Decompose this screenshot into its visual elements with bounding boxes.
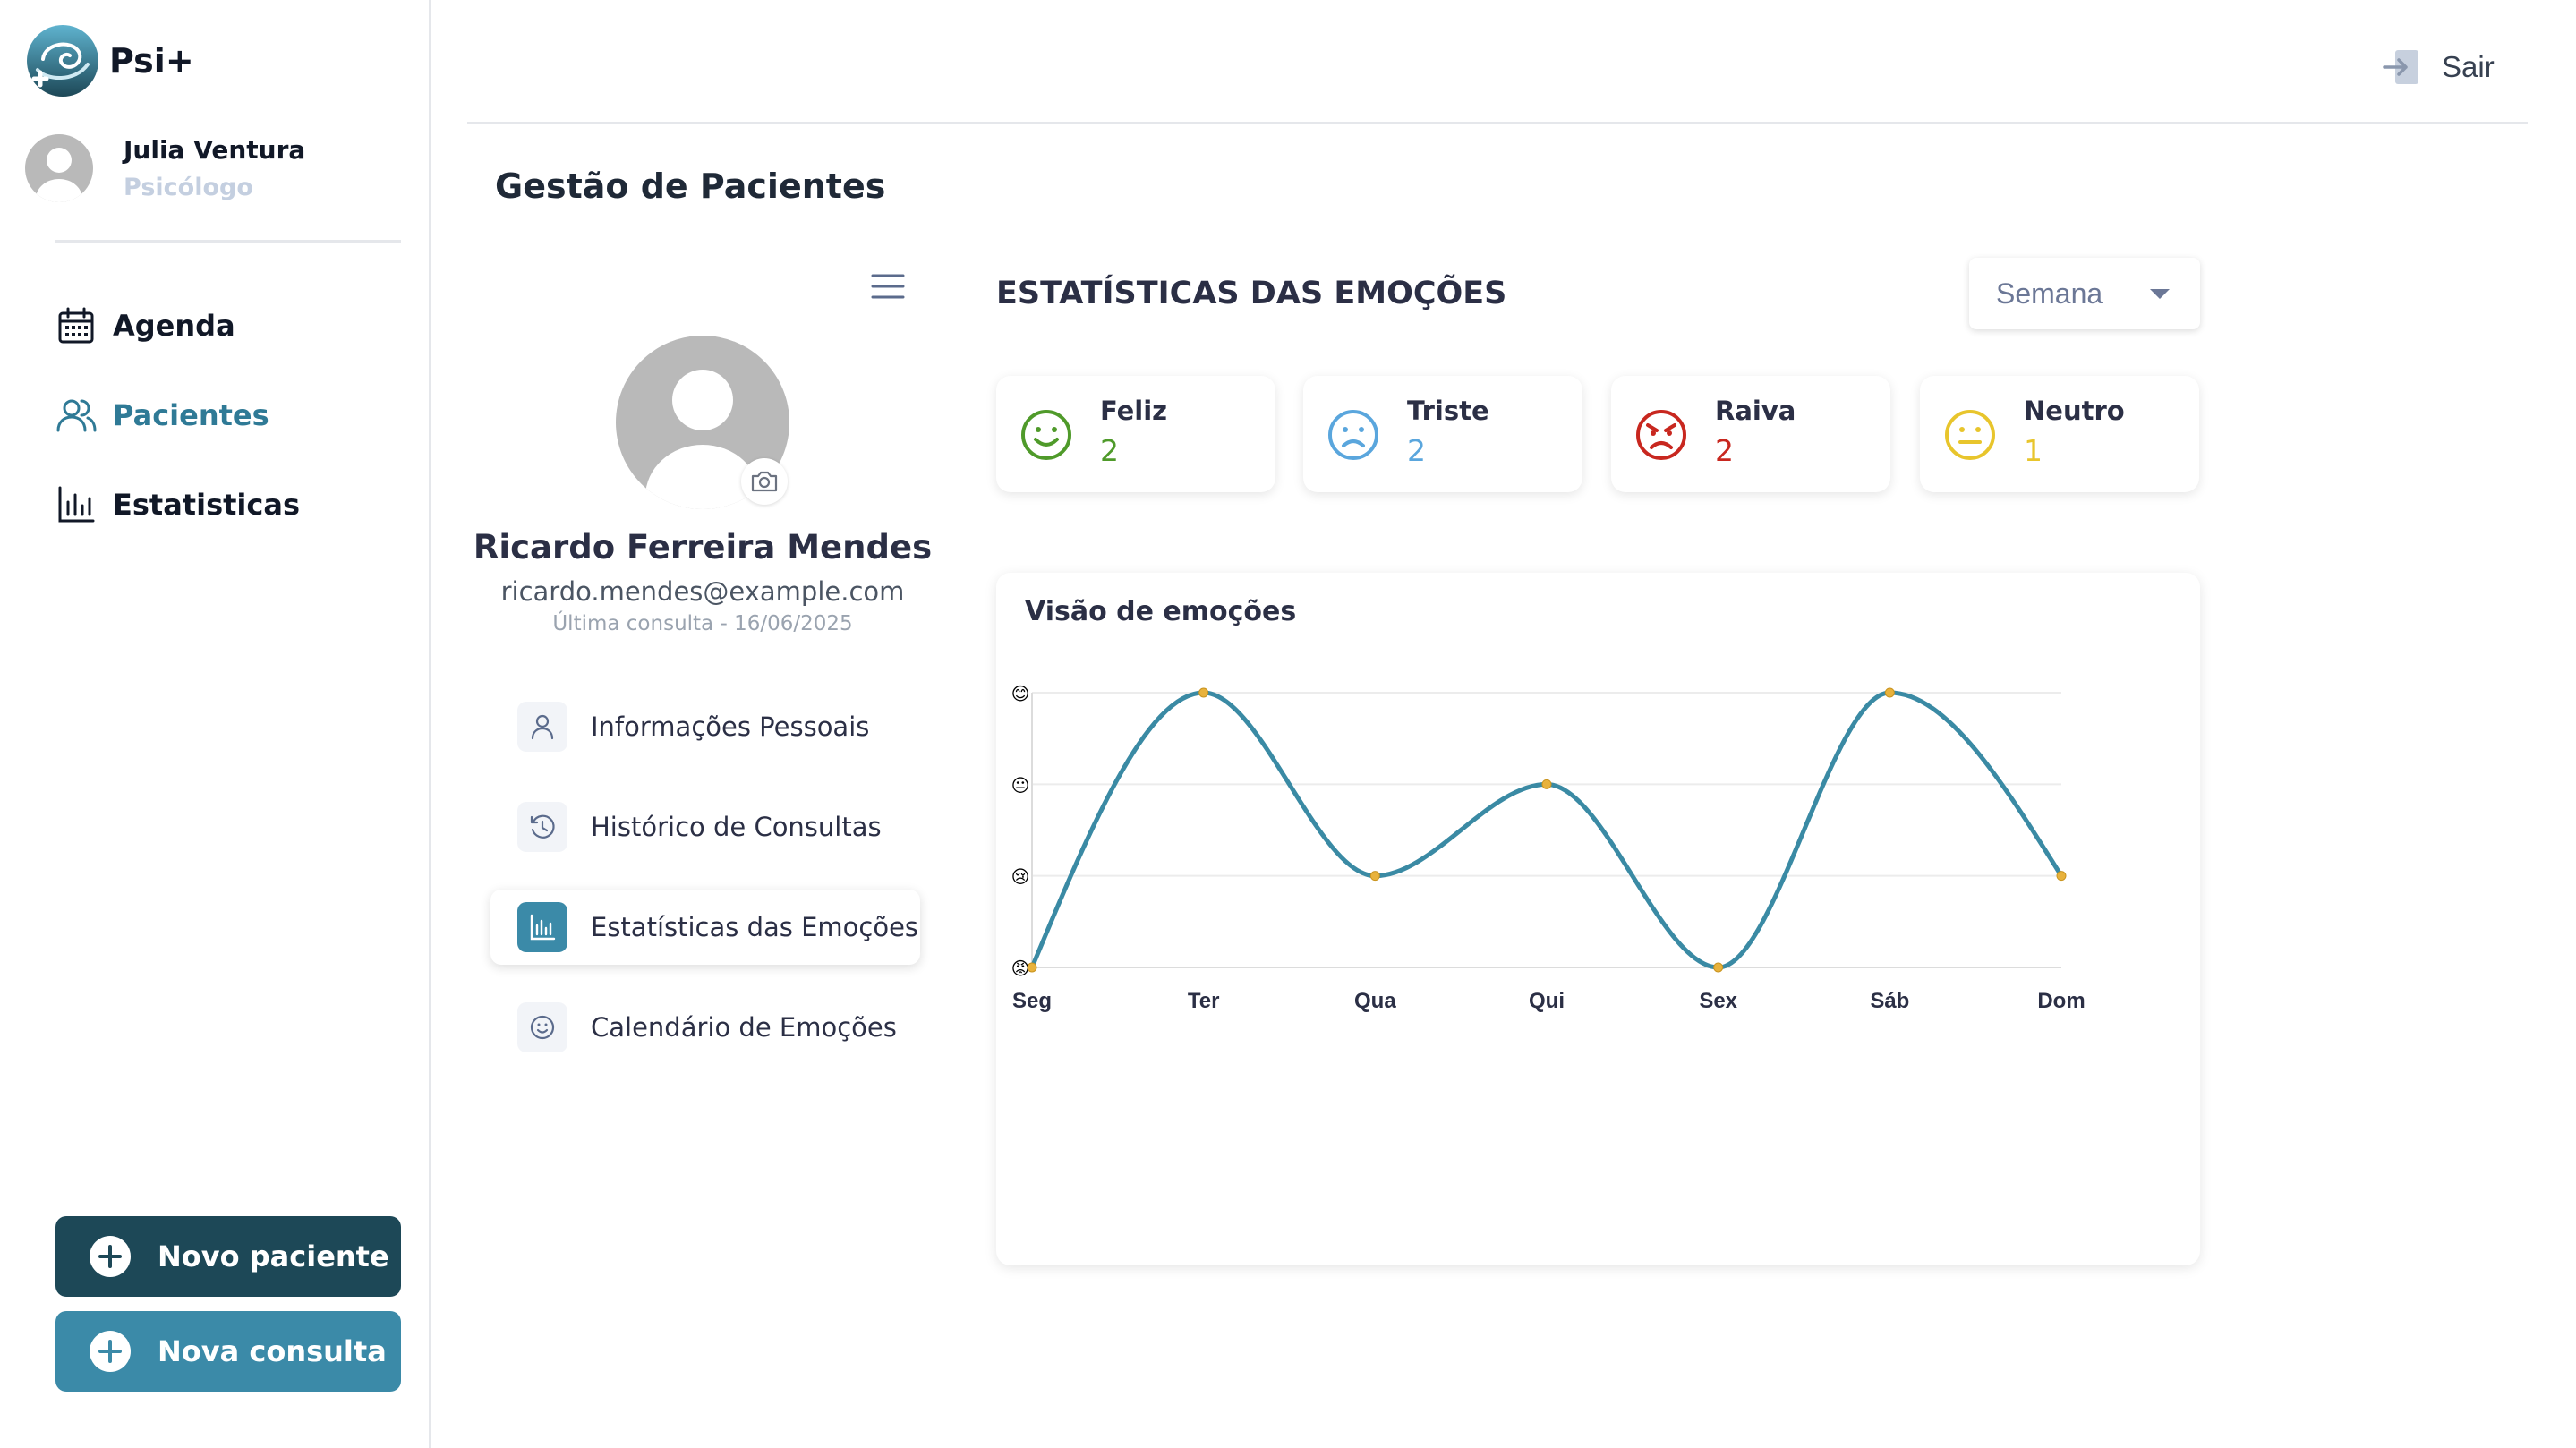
history-icon: [517, 802, 567, 852]
patient-menu-label: Histórico de Consultas: [591, 812, 882, 842]
patient-menu-consult-history[interactable]: Histórico de Consultas: [490, 789, 920, 865]
smile-icon: [517, 1002, 567, 1052]
data-point[interactable]: [1369, 871, 1380, 882]
user-icon: [517, 702, 567, 752]
data-point[interactable]: [1713, 962, 1724, 973]
chevron-down-icon: [2150, 289, 2170, 299]
x-tick-label: Qui: [1529, 989, 1565, 1013]
sidebar-item-label: Estatisticas: [113, 488, 300, 522]
sidebar-item-agenda[interactable]: Agenda: [55, 304, 300, 347]
patient-name: Ricardo Ferreira Mendes: [473, 528, 933, 566]
user-role: Psicólogo: [124, 174, 253, 201]
patient-menu-emotion-calendar[interactable]: Calendário de Emoções: [490, 990, 920, 1065]
emotion-label: Raiva: [1715, 396, 1796, 426]
logout-label: Sair: [2442, 50, 2495, 83]
sidebar-item-pacientes[interactable]: Pacientes: [55, 394, 300, 437]
y-tick-label: 😡: [1011, 959, 1030, 979]
y-tick-label: 😐: [1011, 776, 1030, 796]
patient-menu-label: Estatísticas das Emoções: [591, 912, 919, 942]
logout-button[interactable]: Sair: [2381, 47, 2495, 88]
plus-icon: [90, 1236, 131, 1277]
series-line: [1029, 690, 2064, 970]
page-title: Gestão de Pacientes: [495, 166, 886, 206]
emotion-chart-card: 😡 😢 😐 😊 Seg Ter Qua Qui Sex Sáb Dom Visão de emoçõ…: [996, 573, 2200, 1265]
sidebar: Psi+ Julia Ventura Psicólogo Agenda: [0, 0, 431, 1448]
emotion-card-raiva: Raiva 2: [1611, 376, 1890, 492]
x-tick-label: Dom: [2037, 989, 2085, 1013]
sidebar-nav: Agenda Pacientes Estatisticas: [55, 304, 300, 573]
emotion-count: 2: [1100, 433, 1119, 468]
emotion-count: 2: [1407, 433, 1426, 468]
hamburger-menu-icon[interactable]: [870, 268, 906, 304]
emotion-label: Triste: [1407, 396, 1489, 426]
change-photo-button[interactable]: [741, 458, 788, 505]
users-icon: [56, 399, 97, 432]
y-tick-label: 😊: [1011, 685, 1030, 704]
emotion-label: Neutro: [2024, 396, 2125, 426]
patient-email: ricardo.mendes@example.com: [500, 576, 905, 607]
header-divider: [467, 122, 2528, 124]
emotion-card-neutro: Neutro 1: [1920, 376, 2199, 492]
bar-chart-icon: [517, 902, 567, 952]
user-info: Julia Ventura Psicólogo: [124, 135, 305, 201]
data-point[interactable]: [1884, 687, 1895, 698]
chart-title: Visão de emoções: [1025, 596, 1297, 627]
emotion-line-chart: 😡 😢 😐 😊 Seg Ter Qua Qui Sex Sáb Dom: [1011, 685, 2086, 1013]
avatar-placeholder-icon: [36, 148, 82, 202]
happy-face-icon: [1021, 410, 1071, 460]
sad-face-icon: [1328, 410, 1378, 460]
data-point[interactable]: [1541, 779, 1552, 789]
y-tick-label: 😢: [1011, 868, 1030, 888]
data-point[interactable]: [2056, 871, 2067, 882]
gridlines: 😡 😢 😐 😊: [1011, 685, 2061, 979]
logout-icon: [2383, 50, 2418, 84]
angry-face-icon: [1636, 410, 1686, 460]
data-point[interactable]: [1027, 962, 1037, 973]
logo-icon: [27, 25, 98, 97]
data-point[interactable]: [1198, 687, 1209, 698]
x-tick-label: Qua: [1354, 989, 1396, 1013]
emotion-card-triste: Triste 2: [1303, 376, 1582, 492]
plus-icon: [90, 1331, 131, 1372]
emotion-label: Feliz: [1100, 396, 1168, 426]
emotion-card-feliz: Feliz 2: [996, 376, 1275, 492]
emotion-count: 1: [2024, 433, 2043, 468]
app-name: Psi+: [109, 41, 194, 81]
x-tick-label: Ter: [1188, 989, 1220, 1013]
divider: [55, 240, 401, 243]
x-tick-label: Sex: [1699, 989, 1737, 1013]
avatar-placeholder-icon: [645, 370, 760, 509]
user-name: Julia Ventura: [124, 135, 306, 165]
emotion-count: 2: [1715, 433, 1734, 468]
new-consult-label: Nova consulta: [158, 1334, 387, 1368]
calendar-icon: [58, 307, 94, 344]
app-logo[interactable]: Psi+: [25, 23, 194, 98]
new-patient-button[interactable]: Novo paciente: [55, 1216, 401, 1297]
new-consult-button[interactable]: Nova consulta: [55, 1311, 401, 1392]
neutral-face-icon: [1945, 410, 1995, 460]
patient-menu-label: Calendário de Emoções: [591, 1012, 897, 1043]
period-select-value: Semana: [1996, 277, 2103, 310]
patient-menu-label: Informações Pessoais: [591, 711, 870, 742]
sidebar-item-estatisticas[interactable]: Estatisticas: [55, 483, 300, 526]
patient-last-consult: Última consulta - 16/06/2025: [552, 612, 853, 635]
new-patient-label: Novo paciente: [158, 1239, 389, 1273]
x-tick-label: Sáb: [1870, 989, 1909, 1013]
sidebar-item-label: Pacientes: [113, 398, 269, 432]
period-select[interactable]: Semana: [1969, 258, 2200, 329]
patient-menu-emotion-stats[interactable]: Estatísticas das Emoções: [490, 890, 920, 965]
sidebar-item-label: Agenda: [113, 309, 235, 343]
camera-icon: [751, 471, 778, 492]
avatar: [25, 134, 93, 202]
x-tick-label: Seg: [1012, 989, 1052, 1013]
bar-chart-icon: [58, 486, 95, 523]
patient-menu-personal-info[interactable]: Informações Pessoais: [490, 689, 920, 764]
user-profile[interactable]: Julia Ventura Psicólogo: [25, 134, 305, 202]
patient-menu: Informações Pessoais Histórico de Consul…: [490, 689, 920, 1090]
stats-title: ESTATÍSTICAS DAS EMOÇÕES: [996, 276, 1507, 311]
